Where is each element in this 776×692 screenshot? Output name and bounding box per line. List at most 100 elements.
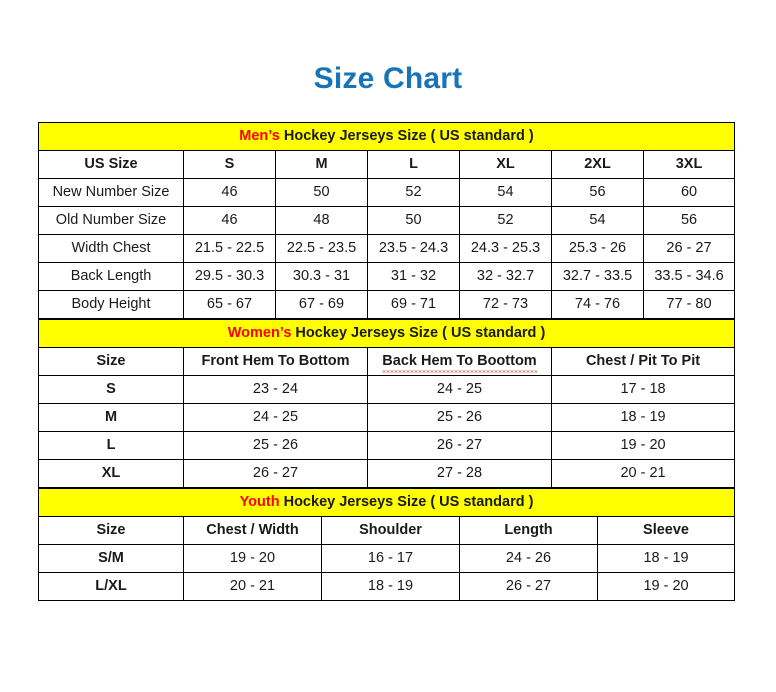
youth-col-size: Size xyxy=(38,516,184,545)
table-cell: 24 - 25 xyxy=(183,403,368,432)
youth-col-sleeve: Sleeve xyxy=(596,516,736,545)
table-row: Body Height 65 - 67 67 - 69 69 - 71 72 -… xyxy=(38,290,736,319)
table-cell: 24 - 26 xyxy=(459,544,598,573)
youth-col-length: Length xyxy=(459,516,598,545)
table-cell: 69 - 71 xyxy=(367,290,460,319)
size-chart-tables: Men’s Hockey Jerseys Size ( US standard … xyxy=(37,122,736,601)
mens-col-3xl: 3XL xyxy=(642,150,736,179)
table-row: L/XL 20 - 21 18 - 19 26 - 27 19 - 20 xyxy=(38,572,736,601)
youth-section-band: Youth Hockey Jerseys Size ( US standard … xyxy=(37,488,736,517)
table-cell: 18 - 19 xyxy=(596,544,736,573)
youth-header-row: Size Chest / Width Shoulder Length Sleev… xyxy=(38,516,736,545)
table-cell: 26 - 27 xyxy=(183,459,368,488)
womens-col-size: Size xyxy=(38,347,184,376)
table-cell: 26 - 27 xyxy=(642,234,736,263)
youth-col-chest-width: Chest / Width xyxy=(183,516,322,545)
mens-section-band: Men’s Hockey Jerseys Size ( US standard … xyxy=(37,122,736,151)
womens-band-rest: Hockey Jerseys Size ( US standard ) xyxy=(291,325,546,342)
table-cell: 31 - 32 xyxy=(367,262,460,291)
womens-col-chest-pit-to-pit: Chest / Pit To Pit xyxy=(550,347,736,376)
womens-row-label: L xyxy=(38,431,184,460)
table-cell: 52 xyxy=(459,206,552,235)
table-cell: 20 - 21 xyxy=(550,459,736,488)
table-cell: 18 - 19 xyxy=(321,572,460,601)
mens-band-accent: Men’s xyxy=(239,128,280,145)
womens-section-band-row: Women’s Hockey Jerseys Size ( US standar… xyxy=(37,319,736,348)
mens-row-label: Body Height xyxy=(38,290,184,319)
table-cell: 16 - 17 xyxy=(321,544,460,573)
mens-row-label: Old Number Size xyxy=(38,206,184,235)
table-cell: 21.5 - 22.5 xyxy=(183,234,276,263)
womens-row-label: S xyxy=(38,375,184,404)
table-cell: 50 xyxy=(367,206,460,235)
table-cell: 67 - 69 xyxy=(275,290,368,319)
table-cell: 54 xyxy=(459,178,552,207)
table-cell: 48 xyxy=(275,206,368,235)
table-cell: 46 xyxy=(183,178,276,207)
mens-size-table: Men’s Hockey Jerseys Size ( US standard … xyxy=(37,122,736,319)
youth-row-label: S/M xyxy=(38,544,184,573)
mens-col-us-size: US Size xyxy=(38,150,184,179)
mens-row-label: Width Chest xyxy=(38,234,184,263)
womens-header-row: Size Front Hem To Bottom Back Hem To Boo… xyxy=(38,347,736,376)
table-cell: 54 xyxy=(551,206,644,235)
table-cell: 24.3 - 25.3 xyxy=(459,234,552,263)
mens-col-m: M xyxy=(275,150,368,179)
table-cell: 30.3 - 31 xyxy=(275,262,368,291)
womens-band-accent: Women’s xyxy=(227,325,292,342)
table-cell: 27 - 28 xyxy=(367,459,552,488)
table-cell: 56 xyxy=(551,178,644,207)
table-cell: 46 xyxy=(183,206,276,235)
table-cell: 20 - 21 xyxy=(183,572,322,601)
mens-col-2xl: 2XL xyxy=(551,150,644,179)
youth-section-band-row: Youth Hockey Jerseys Size ( US standard … xyxy=(37,488,736,517)
table-cell: 56 xyxy=(642,206,736,235)
table-cell: 26 - 27 xyxy=(367,431,552,460)
womens-row-label: M xyxy=(38,403,184,432)
table-cell: 33.5 - 34.6 xyxy=(642,262,736,291)
mens-col-s: S xyxy=(183,150,276,179)
womens-section-band: Women’s Hockey Jerseys Size ( US standar… xyxy=(37,319,736,348)
mens-row-label: Back Length xyxy=(38,262,184,291)
table-cell: 26 - 27 xyxy=(459,572,598,601)
table-cell: 60 xyxy=(642,178,736,207)
table-cell: 23 - 24 xyxy=(183,375,368,404)
table-cell: 50 xyxy=(275,178,368,207)
table-cell: 77 - 80 xyxy=(642,290,736,319)
womens-col-back-hem: Back Hem To Boottom xyxy=(367,347,552,376)
page-title: Size Chart xyxy=(313,62,463,95)
table-cell: 19 - 20 xyxy=(596,572,736,601)
womens-col-back-hem-text: Back Hem To Boottom xyxy=(382,353,538,373)
table-cell: 25 - 26 xyxy=(183,431,368,460)
youth-band-rest: Hockey Jerseys Size ( US standard ) xyxy=(279,494,534,511)
table-cell: 25 - 26 xyxy=(367,403,552,432)
table-cell: 52 xyxy=(367,178,460,207)
mens-col-xl: XL xyxy=(459,150,552,179)
table-row: S/M 19 - 20 16 - 17 24 - 26 18 - 19 xyxy=(38,544,736,573)
mens-section-band-row: Men’s Hockey Jerseys Size ( US standard … xyxy=(37,122,736,151)
table-row: M 24 - 25 25 - 26 18 - 19 xyxy=(38,403,736,432)
table-cell: 23.5 - 24.3 xyxy=(367,234,460,263)
youth-band-accent: Youth xyxy=(239,494,280,511)
table-row: New Number Size 46 50 52 54 56 60 xyxy=(38,178,736,207)
table-row: Old Number Size 46 48 50 52 54 56 xyxy=(38,206,736,235)
table-cell: 65 - 67 xyxy=(183,290,276,319)
womens-col-front-hem: Front Hem To Bottom xyxy=(183,347,368,376)
mens-col-l: L xyxy=(367,150,460,179)
mens-row-label: New Number Size xyxy=(38,178,184,207)
table-row: L 25 - 26 26 - 27 19 - 20 xyxy=(38,431,736,460)
mens-band-rest: Hockey Jerseys Size ( US standard ) xyxy=(279,128,534,145)
table-cell: 22.5 - 23.5 xyxy=(275,234,368,263)
womens-size-table: Women’s Hockey Jerseys Size ( US standar… xyxy=(37,319,736,488)
youth-col-shoulder: Shoulder xyxy=(321,516,460,545)
table-row: XL 26 - 27 27 - 28 20 - 21 xyxy=(38,459,736,488)
table-cell: 19 - 20 xyxy=(183,544,322,573)
table-cell: 17 - 18 xyxy=(550,375,736,404)
mens-header-row: US Size S M L XL 2XL 3XL xyxy=(38,150,736,179)
table-cell: 72 - 73 xyxy=(459,290,552,319)
womens-row-label: XL xyxy=(38,459,184,488)
table-row: Back Length 29.5 - 30.3 30.3 - 31 31 - 3… xyxy=(38,262,736,291)
table-row: Width Chest 21.5 - 22.5 22.5 - 23.5 23.5… xyxy=(38,234,736,263)
table-cell: 24 - 25 xyxy=(367,375,552,404)
